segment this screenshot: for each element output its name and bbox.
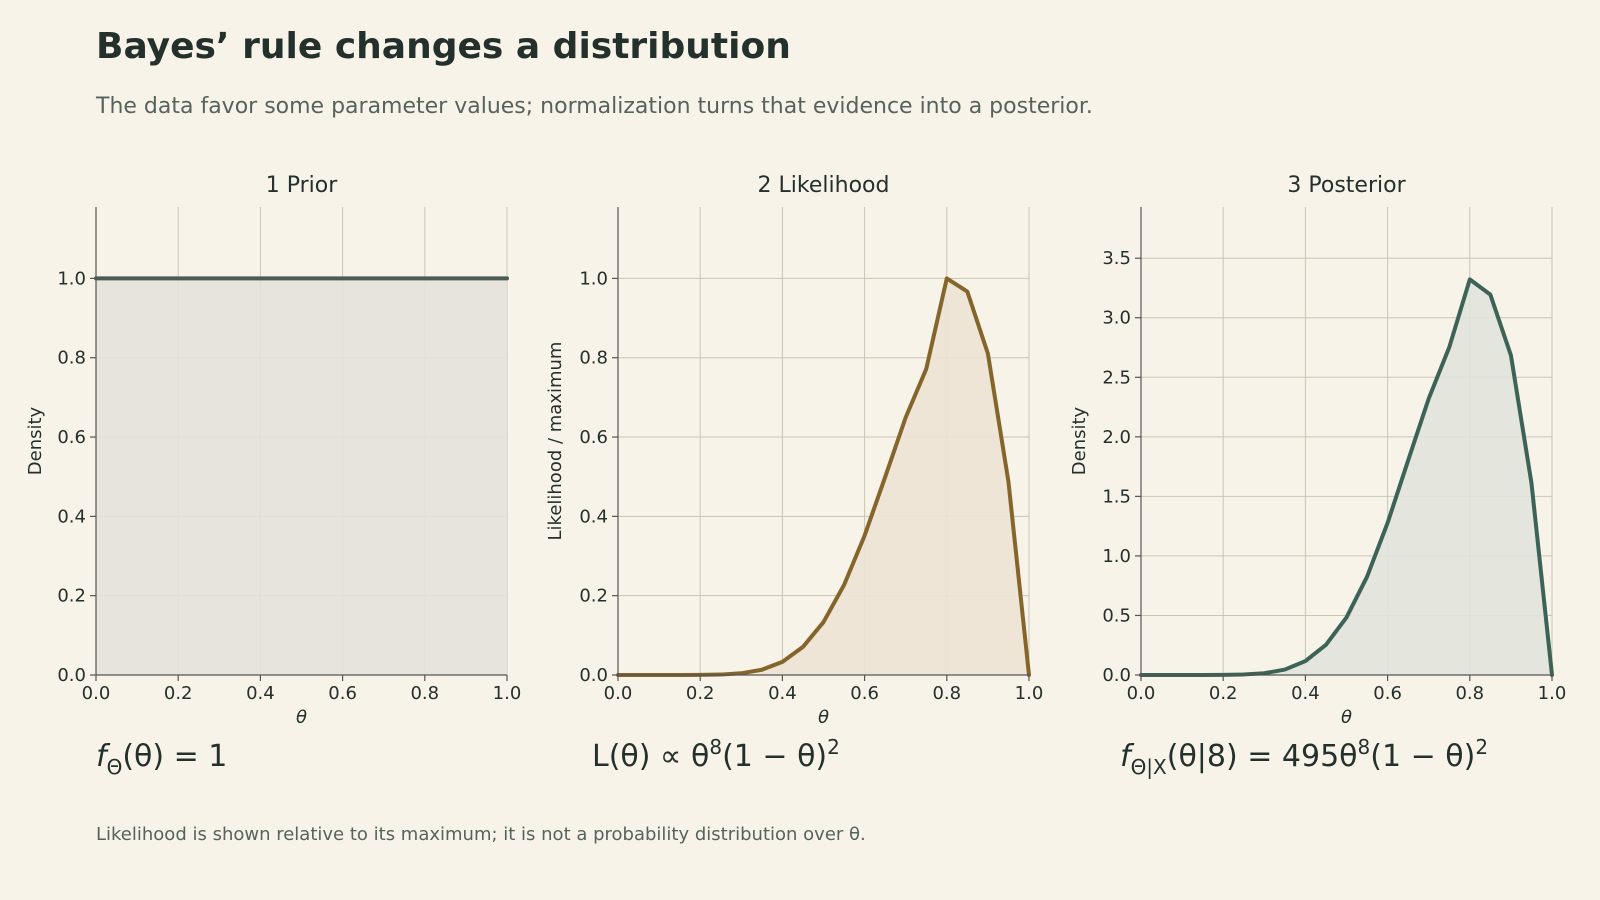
y-tick-label: 0.8	[57, 348, 86, 369]
x-tick-label: 0.6	[1373, 683, 1402, 704]
formula-pre: L(θ) ∝ θ	[592, 739, 709, 774]
y-tick-label: 1.0	[57, 268, 86, 289]
panel-title: 2 Likelihood	[758, 173, 890, 198]
x-tick-label: 0.6	[328, 683, 357, 704]
y-tick-label: 0.0	[57, 665, 86, 686]
formula-rest: (θ) = 1	[122, 739, 227, 774]
series-area	[96, 278, 507, 675]
chart-panel-2: 0.0 0.2 0.4 0.6 0.8 1.0 0.0 0.2 0.4 0.6 0.8 1.0 2 Li…	[545, 173, 1043, 774]
y-tick-label: 1.5	[1102, 486, 1131, 507]
series-area	[618, 278, 1029, 675]
x-axis-label: θ	[1341, 707, 1352, 728]
y-tick-label: 0.5	[1102, 605, 1131, 626]
y-tick-label: 0.0	[579, 665, 608, 686]
x-tick-label: 0.4	[768, 683, 797, 704]
formula-superscript: 8	[1358, 735, 1371, 759]
x-axis-label: θ	[818, 707, 829, 728]
x-axis-label: θ	[296, 707, 307, 728]
y-tick-label: 0.8	[579, 348, 608, 369]
y-tick-label: 3.0	[1102, 308, 1131, 329]
y-tick-label: 1.0	[579, 268, 608, 289]
x-tick-label: 1.0	[1538, 683, 1567, 704]
panel-title: 1 Prior	[266, 173, 338, 198]
y-tick-label: 0.6	[57, 427, 86, 448]
x-tick-label: 0.2	[686, 683, 715, 704]
chart-panel-1: 0.0 0.2 0.4 0.6 0.8 1.0 0.0 0.2 0.4 0.6 0.8 1.0 1 Pr…	[25, 173, 521, 779]
x-tick-label: 0.2	[164, 683, 193, 704]
y-tick-label: 2.5	[1102, 367, 1131, 388]
formula: fΘ(θ) = 1	[96, 739, 227, 779]
y-tick-label: 0.6	[579, 427, 608, 448]
formula: fΘ|X(θ|8) = 495θ8(1 − θ)2	[1120, 735, 1488, 779]
page-title: Bayes’ rule changes a distribution	[96, 26, 791, 67]
y-tick-label: 0.2	[579, 586, 608, 607]
page-subtitle: The data favor some parameter values; no…	[96, 94, 1093, 119]
formula: L(θ) ∝ θ8(1 − θ)2	[592, 735, 840, 774]
y-axis-label: Likelihood / maximum	[545, 342, 566, 541]
y-tick-label: 0.4	[579, 506, 608, 527]
x-tick-label: 0.8	[932, 683, 961, 704]
formula-mid: (1 − θ)	[722, 739, 827, 774]
x-tick-label: 1.0	[493, 683, 522, 704]
formula-superscript: 8	[709, 735, 722, 759]
y-axis-label: Density	[25, 406, 46, 475]
footnote: Likelihood is shown relative to its maxi…	[96, 824, 866, 845]
formula-subscript: Θ|X	[1131, 755, 1167, 779]
formula-superscript: 2	[827, 735, 840, 759]
y-tick-label: 0.4	[57, 506, 86, 527]
y-tick-label: 0.0	[1102, 665, 1131, 686]
formula-mid: (1 − θ)	[1370, 739, 1475, 774]
x-tick-label: 0.2	[1209, 683, 1238, 704]
y-tick-label: 1.0	[1102, 546, 1131, 567]
x-tick-label: 0.6	[850, 683, 879, 704]
formula-superscript: 2	[1475, 735, 1488, 759]
y-tick-label: 0.2	[57, 586, 86, 607]
x-tick-label: 0.8	[1455, 683, 1484, 704]
formula-subscript: Θ	[107, 755, 123, 779]
chart-panel-3: 0.0 0.2 0.4 0.6 0.8 1.0 0.0 0.5 1.0 1.5 2.0 2.5 3.0 3…	[1069, 173, 1566, 779]
series-area	[1141, 279, 1552, 675]
y-axis-label: Density	[1069, 406, 1090, 475]
panel-title: 3 Posterior	[1287, 173, 1406, 198]
x-tick-label: 0.4	[1291, 683, 1320, 704]
x-tick-label: 0.0	[1127, 683, 1156, 704]
y-tick-label: 3.5	[1102, 248, 1131, 269]
x-tick-label: 0.0	[604, 683, 633, 704]
x-tick-label: 0.4	[246, 683, 275, 704]
x-tick-label: 0.8	[410, 683, 439, 704]
x-tick-label: 0.0	[82, 683, 111, 704]
formula-rest: (θ|8) = 495θ	[1167, 739, 1358, 774]
x-tick-label: 1.0	[1015, 683, 1044, 704]
y-tick-label: 2.0	[1102, 427, 1131, 448]
